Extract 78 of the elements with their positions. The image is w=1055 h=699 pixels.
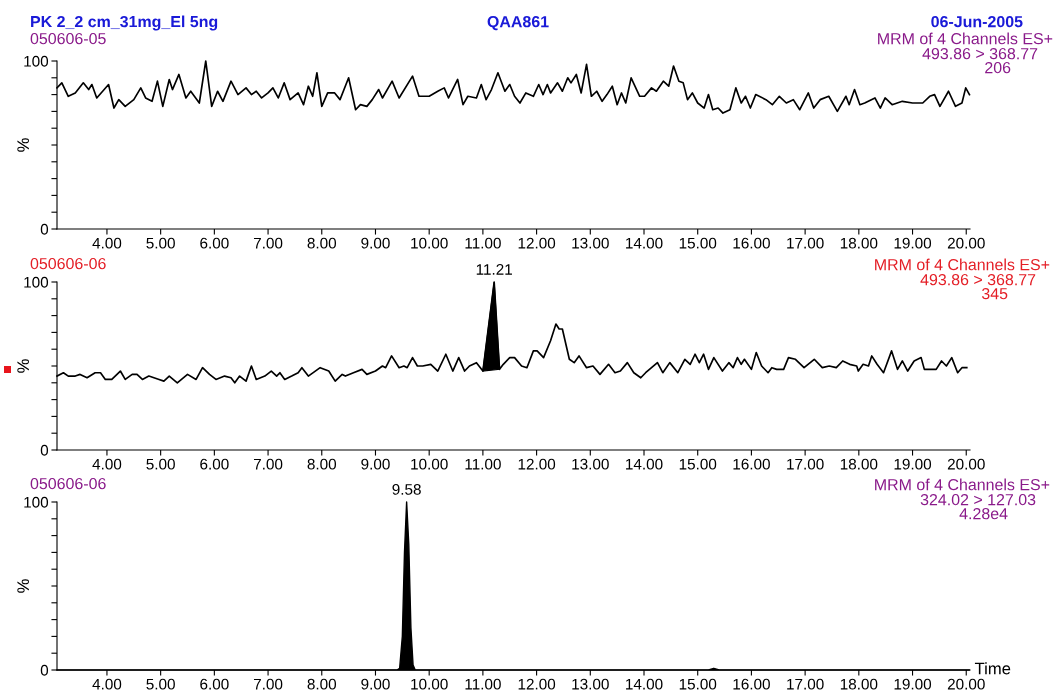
x-tick-label: 10.00 bbox=[411, 678, 448, 690]
x-tick-label: 4.00 bbox=[92, 678, 122, 690]
x-tick-label: 13.00 bbox=[572, 237, 609, 249]
x-tick-label: 11.00 bbox=[465, 678, 501, 690]
x-tick-label: 15.00 bbox=[679, 237, 717, 249]
text: 050606-06 bbox=[30, 257, 106, 270]
x-tick-label: 5.00 bbox=[146, 458, 175, 470]
x-tick-label: 9.00 bbox=[361, 678, 390, 690]
x-tick-label: 4.00 bbox=[92, 458, 122, 470]
annotation: 9.58 bbox=[392, 484, 421, 495]
annotation: 493.86 > 368.77 bbox=[920, 273, 1036, 286]
x-tick-label: 9.00 bbox=[361, 237, 390, 249]
y-axis-title: % bbox=[17, 138, 29, 152]
x-tick-label: 11.00 bbox=[465, 237, 501, 249]
x-tick-label: 5.00 bbox=[146, 678, 175, 690]
x-tick-label: 19.00 bbox=[894, 237, 932, 249]
x-tick-label: 16.00 bbox=[733, 237, 770, 249]
x-tick-label: 6.00 bbox=[200, 237, 229, 249]
x-tick-label: 19.00 bbox=[894, 458, 932, 470]
y-tick-label: 100 bbox=[24, 55, 49, 67]
text: 206 bbox=[985, 61, 1011, 74]
x-tick-label: 10.00 bbox=[411, 237, 448, 249]
x-tick-label: 12.00 bbox=[518, 237, 556, 249]
text: 06-Jun-2005 bbox=[931, 15, 1023, 28]
x-tick-label: 7.00 bbox=[253, 458, 283, 470]
x-tick-label: 12.00 bbox=[518, 678, 556, 690]
x-tick-label: 7.00 bbox=[253, 678, 283, 690]
x-tick-label: 14.00 bbox=[626, 458, 663, 470]
x-axis-title: Time bbox=[974, 662, 1011, 675]
text: 345 bbox=[981, 287, 1008, 300]
x-tick-label: 20.00 bbox=[947, 237, 985, 249]
annotation: 4.28e4 bbox=[959, 507, 1008, 520]
x-tick-label: 13.00 bbox=[572, 458, 609, 470]
annotation: 324.02 > 127.03 bbox=[920, 493, 1036, 506]
text: 050606-06 bbox=[30, 477, 106, 490]
text: MRM of 4 Channels ES+ bbox=[875, 258, 1050, 271]
x-tick-label: 8.00 bbox=[307, 237, 337, 249]
y-tick-label: 0 bbox=[40, 223, 49, 235]
x-tick-label: 9.00 bbox=[361, 458, 390, 470]
chart-title: QAA861 bbox=[487, 15, 549, 31]
text: 493.86 > 368.77 bbox=[922, 47, 1038, 60]
x-tick-label: 8.00 bbox=[307, 458, 337, 470]
x-tick-label: 19.00 bbox=[894, 678, 932, 690]
x-tick-label: 8.00 bbox=[307, 678, 337, 690]
annotation: 11.21 bbox=[476, 264, 512, 275]
text: MRM of 4 Channels ES+ bbox=[878, 32, 1053, 45]
x-tick-label: 12.00 bbox=[518, 458, 556, 470]
x-tick-label: 18.00 bbox=[840, 678, 878, 690]
x-tick-label: 5.00 bbox=[146, 237, 175, 249]
x-tick-label: 18.00 bbox=[840, 458, 878, 470]
x-tick-label: 14.00 bbox=[626, 237, 663, 249]
y-tick-label: 100 bbox=[24, 496, 49, 508]
x-tick-label: 20.00 bbox=[947, 678, 985, 690]
x-tick-label: 6.00 bbox=[200, 678, 229, 690]
x-tick-label: 18.00 bbox=[840, 237, 878, 249]
x-tick-label: 7.00 bbox=[253, 237, 283, 249]
x-tick-label: 15.00 bbox=[679, 458, 717, 470]
text: MRM of 4 Channels ES+ bbox=[875, 478, 1050, 491]
y-axis-title: % bbox=[17, 359, 29, 373]
x-tick-label: 6.00 bbox=[200, 458, 229, 470]
x-tick-label: 14.00 bbox=[626, 678, 663, 690]
x-tick-label: 11.00 bbox=[465, 458, 501, 470]
y-tick-label: 100 bbox=[24, 276, 49, 288]
x-tick-label: 4.00 bbox=[92, 237, 122, 249]
text: 050606-05 bbox=[30, 32, 106, 45]
x-tick-label: 10.00 bbox=[411, 458, 448, 470]
x-tick-label: 13.00 bbox=[572, 678, 609, 690]
x-tick-label: 16.00 bbox=[733, 458, 770, 470]
x-tick-label: 16.00 bbox=[733, 678, 770, 690]
x-tick-label: 20.00 bbox=[947, 458, 985, 470]
y-tick-label: 0 bbox=[40, 444, 49, 456]
y-axis-title: % bbox=[17, 579, 29, 593]
y-tick-label: 0 bbox=[40, 664, 49, 676]
x-tick-label: 15.00 bbox=[679, 678, 717, 690]
x-tick-label: 17.00 bbox=[787, 237, 824, 249]
text: PK 2_2 cm_31mg_El 5ng bbox=[31, 15, 218, 31]
x-tick-label: 17.00 bbox=[787, 458, 824, 470]
x-tick-label: 17.00 bbox=[787, 678, 824, 690]
